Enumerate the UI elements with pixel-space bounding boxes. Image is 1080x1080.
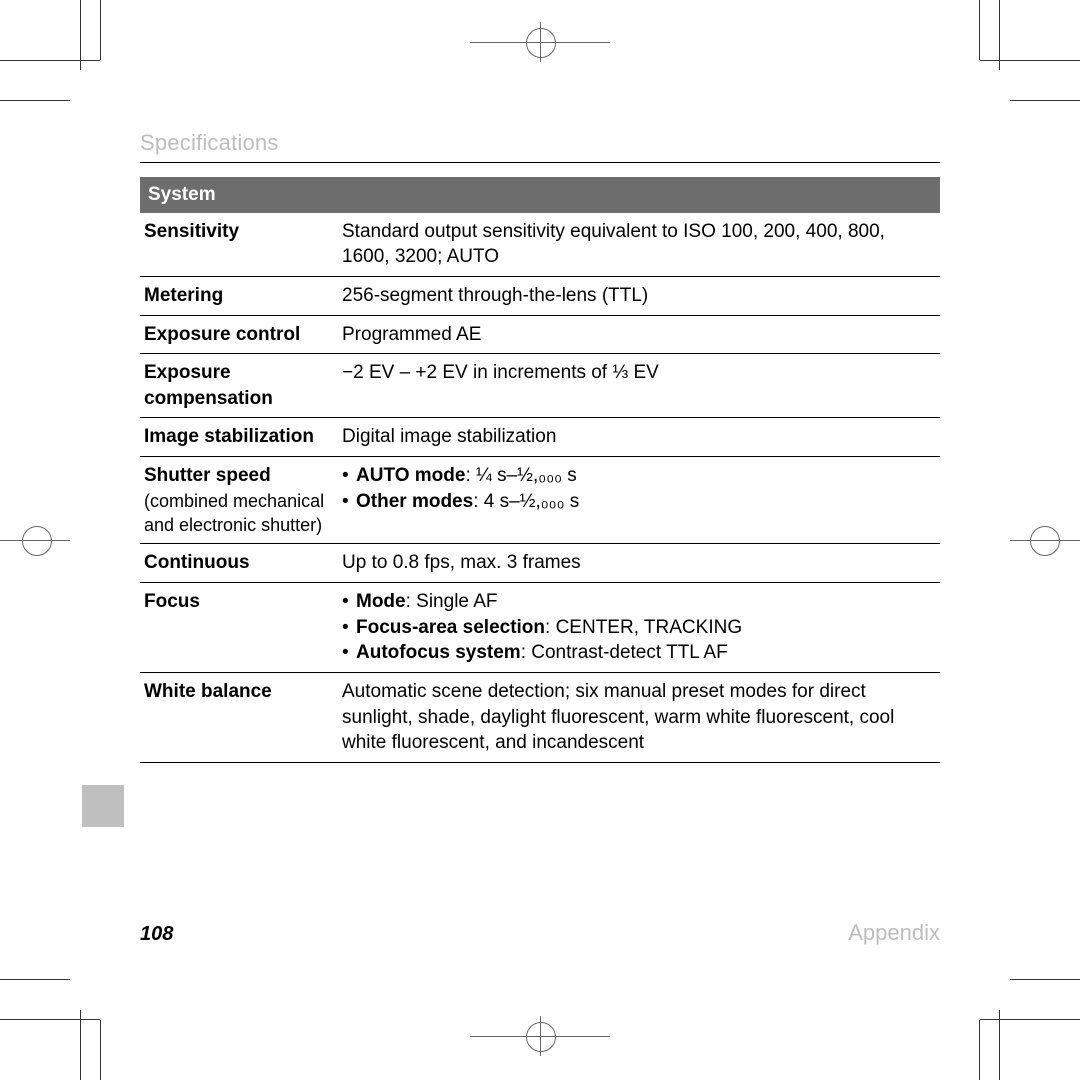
crop-mark — [999, 1010, 1000, 1080]
row-value: AUTO mode: ¼ s–½,₀₀₀ s Other modes: 4 s–… — [338, 457, 940, 544]
bullet-item: Mode: Single AF — [342, 589, 936, 615]
crop-mark — [980, 1019, 1080, 1020]
row-label: Focus — [140, 583, 338, 673]
table-row: Sensitivity Standard output sensitivity … — [140, 213, 940, 277]
row-label-main: Shutter speed — [144, 465, 271, 486]
row-label: White balance — [140, 672, 338, 762]
crop-mark — [979, 0, 980, 60]
table-row: Focus Mode: Single AF Focus-area selecti… — [140, 583, 940, 673]
row-label: Sensitivity — [140, 213, 338, 277]
table-row: Image stabilization Digital image stabil… — [140, 418, 940, 457]
page-footer: 108 Appendix — [140, 920, 940, 946]
crop-mark — [100, 0, 101, 60]
crop-mark — [526, 28, 556, 58]
crop-mark — [80, 1010, 81, 1080]
row-value: Mode: Single AF Focus-area selection: CE… — [338, 583, 940, 673]
row-label: Continuous — [140, 544, 338, 583]
bullet-item: Other modes: 4 s–½,₀₀₀ s — [342, 489, 936, 515]
row-value: Automatic scene detection; six manual pr… — [338, 672, 940, 762]
row-value: Digital image stabilization — [338, 418, 940, 457]
row-label: Shutter speed (combined mechanical and e… — [140, 457, 338, 544]
crop-mark — [1030, 526, 1060, 556]
specs-table: System Sensitivity Standard output sensi… — [140, 177, 940, 763]
crop-mark — [979, 1020, 980, 1080]
crop-mark — [1010, 979, 1080, 980]
table-header: System — [140, 177, 940, 213]
row-value: 256-segment through-the-lens (TTL) — [338, 276, 940, 315]
table-row: Shutter speed (combined mechanical and e… — [140, 457, 940, 544]
crop-mark — [1010, 100, 1080, 101]
table-row: Metering 256-segment through-the-lens (T… — [140, 276, 940, 315]
crop-mark — [0, 1019, 100, 1020]
crop-mark — [0, 60, 100, 61]
row-value: Standard output sensitivity equivalent t… — [338, 213, 940, 277]
crop-mark — [980, 60, 1080, 61]
page-content: Specifications System Sensitivity Standa… — [140, 130, 940, 763]
bullet-item: AUTO mode: ¼ s–½,₀₀₀ s — [342, 463, 936, 489]
table-row: Continuous Up to 0.8 fps, max. 3 frames — [140, 544, 940, 583]
bullet-item: Autofocus system: Contrast-detect TTL AF — [342, 640, 936, 666]
section-title: Specifications — [140, 130, 940, 156]
horizontal-rule — [140, 162, 940, 163]
table-row: Exposure control Programmed AE — [140, 315, 940, 354]
row-value: Up to 0.8 fps, max. 3 frames — [338, 544, 940, 583]
row-label: Exposure control — [140, 315, 338, 354]
table-row: Exposure compensation −2 EV – +2 EV in i… — [140, 354, 940, 418]
appendix-label: Appendix — [848, 920, 940, 946]
crop-mark — [0, 979, 70, 980]
bullet-item: Focus-area selection: CENTER, TRACKING — [342, 615, 936, 641]
row-label: Exposure compensation — [140, 354, 338, 418]
margin-index-tab — [82, 785, 124, 827]
crop-mark — [526, 1022, 556, 1052]
row-value: −2 EV – +2 EV in increments of ⅓ EV — [338, 354, 940, 418]
row-label: Image stabilization — [140, 418, 338, 457]
row-value: Programmed AE — [338, 315, 940, 354]
table-row: White balance Automatic scene detection;… — [140, 672, 940, 762]
table-header-row: System — [140, 177, 940, 213]
row-label-sub: (combined mechanical and electronic shut… — [144, 489, 332, 538]
crop-mark — [0, 100, 70, 101]
page-number: 108 — [140, 923, 173, 946]
crop-mark — [100, 1020, 101, 1080]
row-label: Metering — [140, 276, 338, 315]
crop-mark — [22, 526, 52, 556]
